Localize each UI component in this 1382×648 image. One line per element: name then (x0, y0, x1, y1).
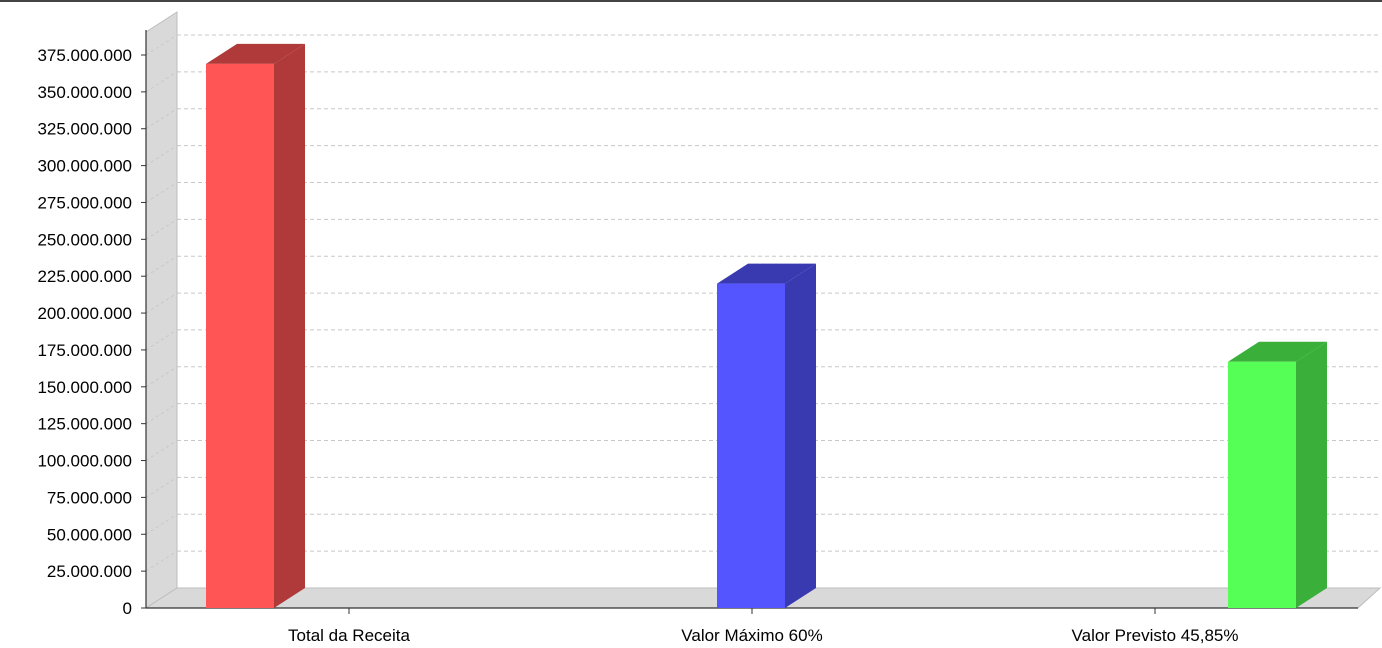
y-tick-label: 200.000.000 (37, 304, 132, 323)
gridline-wall (145, 71, 178, 93)
y-tick-label: 25.000.000 (47, 562, 132, 581)
gridline-wall (145, 108, 178, 130)
y-tick-label: 100.000.000 (37, 452, 132, 471)
gridlines (145, 34, 1378, 572)
gridline-wall (145, 145, 178, 167)
bar-top (206, 43, 305, 64)
y-tick-label: 300.000.000 (37, 157, 132, 176)
gridline-wall (145, 34, 178, 56)
gridline-wall (145, 403, 178, 425)
x-category-label: Total da Receita (288, 626, 410, 645)
y-tick-label: 175.000.000 (37, 341, 132, 360)
y-tick-label: 75.000.000 (47, 488, 132, 507)
y-tick-label: 0 (123, 599, 132, 618)
y-tick-label: 275.000.000 (37, 193, 132, 212)
gridline-wall (145, 440, 178, 461)
gridline-wall (145, 550, 178, 572)
gridline-wall (145, 366, 178, 388)
y-tick-label: 325.000.000 (37, 120, 132, 139)
bar (1228, 341, 1327, 608)
gridline-wall (145, 218, 178, 240)
gridline-wall (145, 182, 178, 203)
y-tick-label: 225.000.000 (37, 267, 132, 286)
left-wall (145, 11, 178, 609)
gridline-wall (145, 476, 178, 498)
y-tick-label: 125.000.000 (37, 415, 132, 434)
y-tick-label: 50.000.000 (47, 525, 132, 544)
bar-front (1228, 361, 1296, 608)
plot-back-wall (145, 11, 178, 609)
bar (206, 43, 305, 608)
bar-top (1228, 341, 1327, 362)
gridline-wall (145, 513, 178, 535)
bar-side (1296, 341, 1327, 608)
bar-front (717, 283, 785, 608)
bar-front (206, 63, 274, 608)
bar-side (785, 263, 816, 608)
bar (717, 263, 816, 608)
bar-top (717, 263, 816, 284)
y-tick-label: 375.000.000 (37, 46, 132, 65)
bar-side (274, 43, 305, 608)
y-tick-label: 350.000.000 (37, 83, 132, 102)
bars (206, 43, 1327, 608)
gridline-wall (145, 292, 178, 314)
y-axis-tick-labels: 0 25.000.000 50.000.000 75.000.000 100.000.0… (37, 46, 146, 618)
x-axis-category-labels: Total da Receita Valor Máximo 60% Valor Pr… (288, 608, 1238, 645)
x-category-label: Valor Previsto 45,85% (1072, 626, 1239, 645)
gridline-wall (145, 255, 178, 277)
y-tick-label: 150.000.000 (37, 378, 132, 397)
y-tick-label: 250.000.000 (37, 230, 132, 249)
gridline-wall (145, 329, 178, 351)
x-category-label: Valor Máximo 60% (681, 626, 822, 645)
